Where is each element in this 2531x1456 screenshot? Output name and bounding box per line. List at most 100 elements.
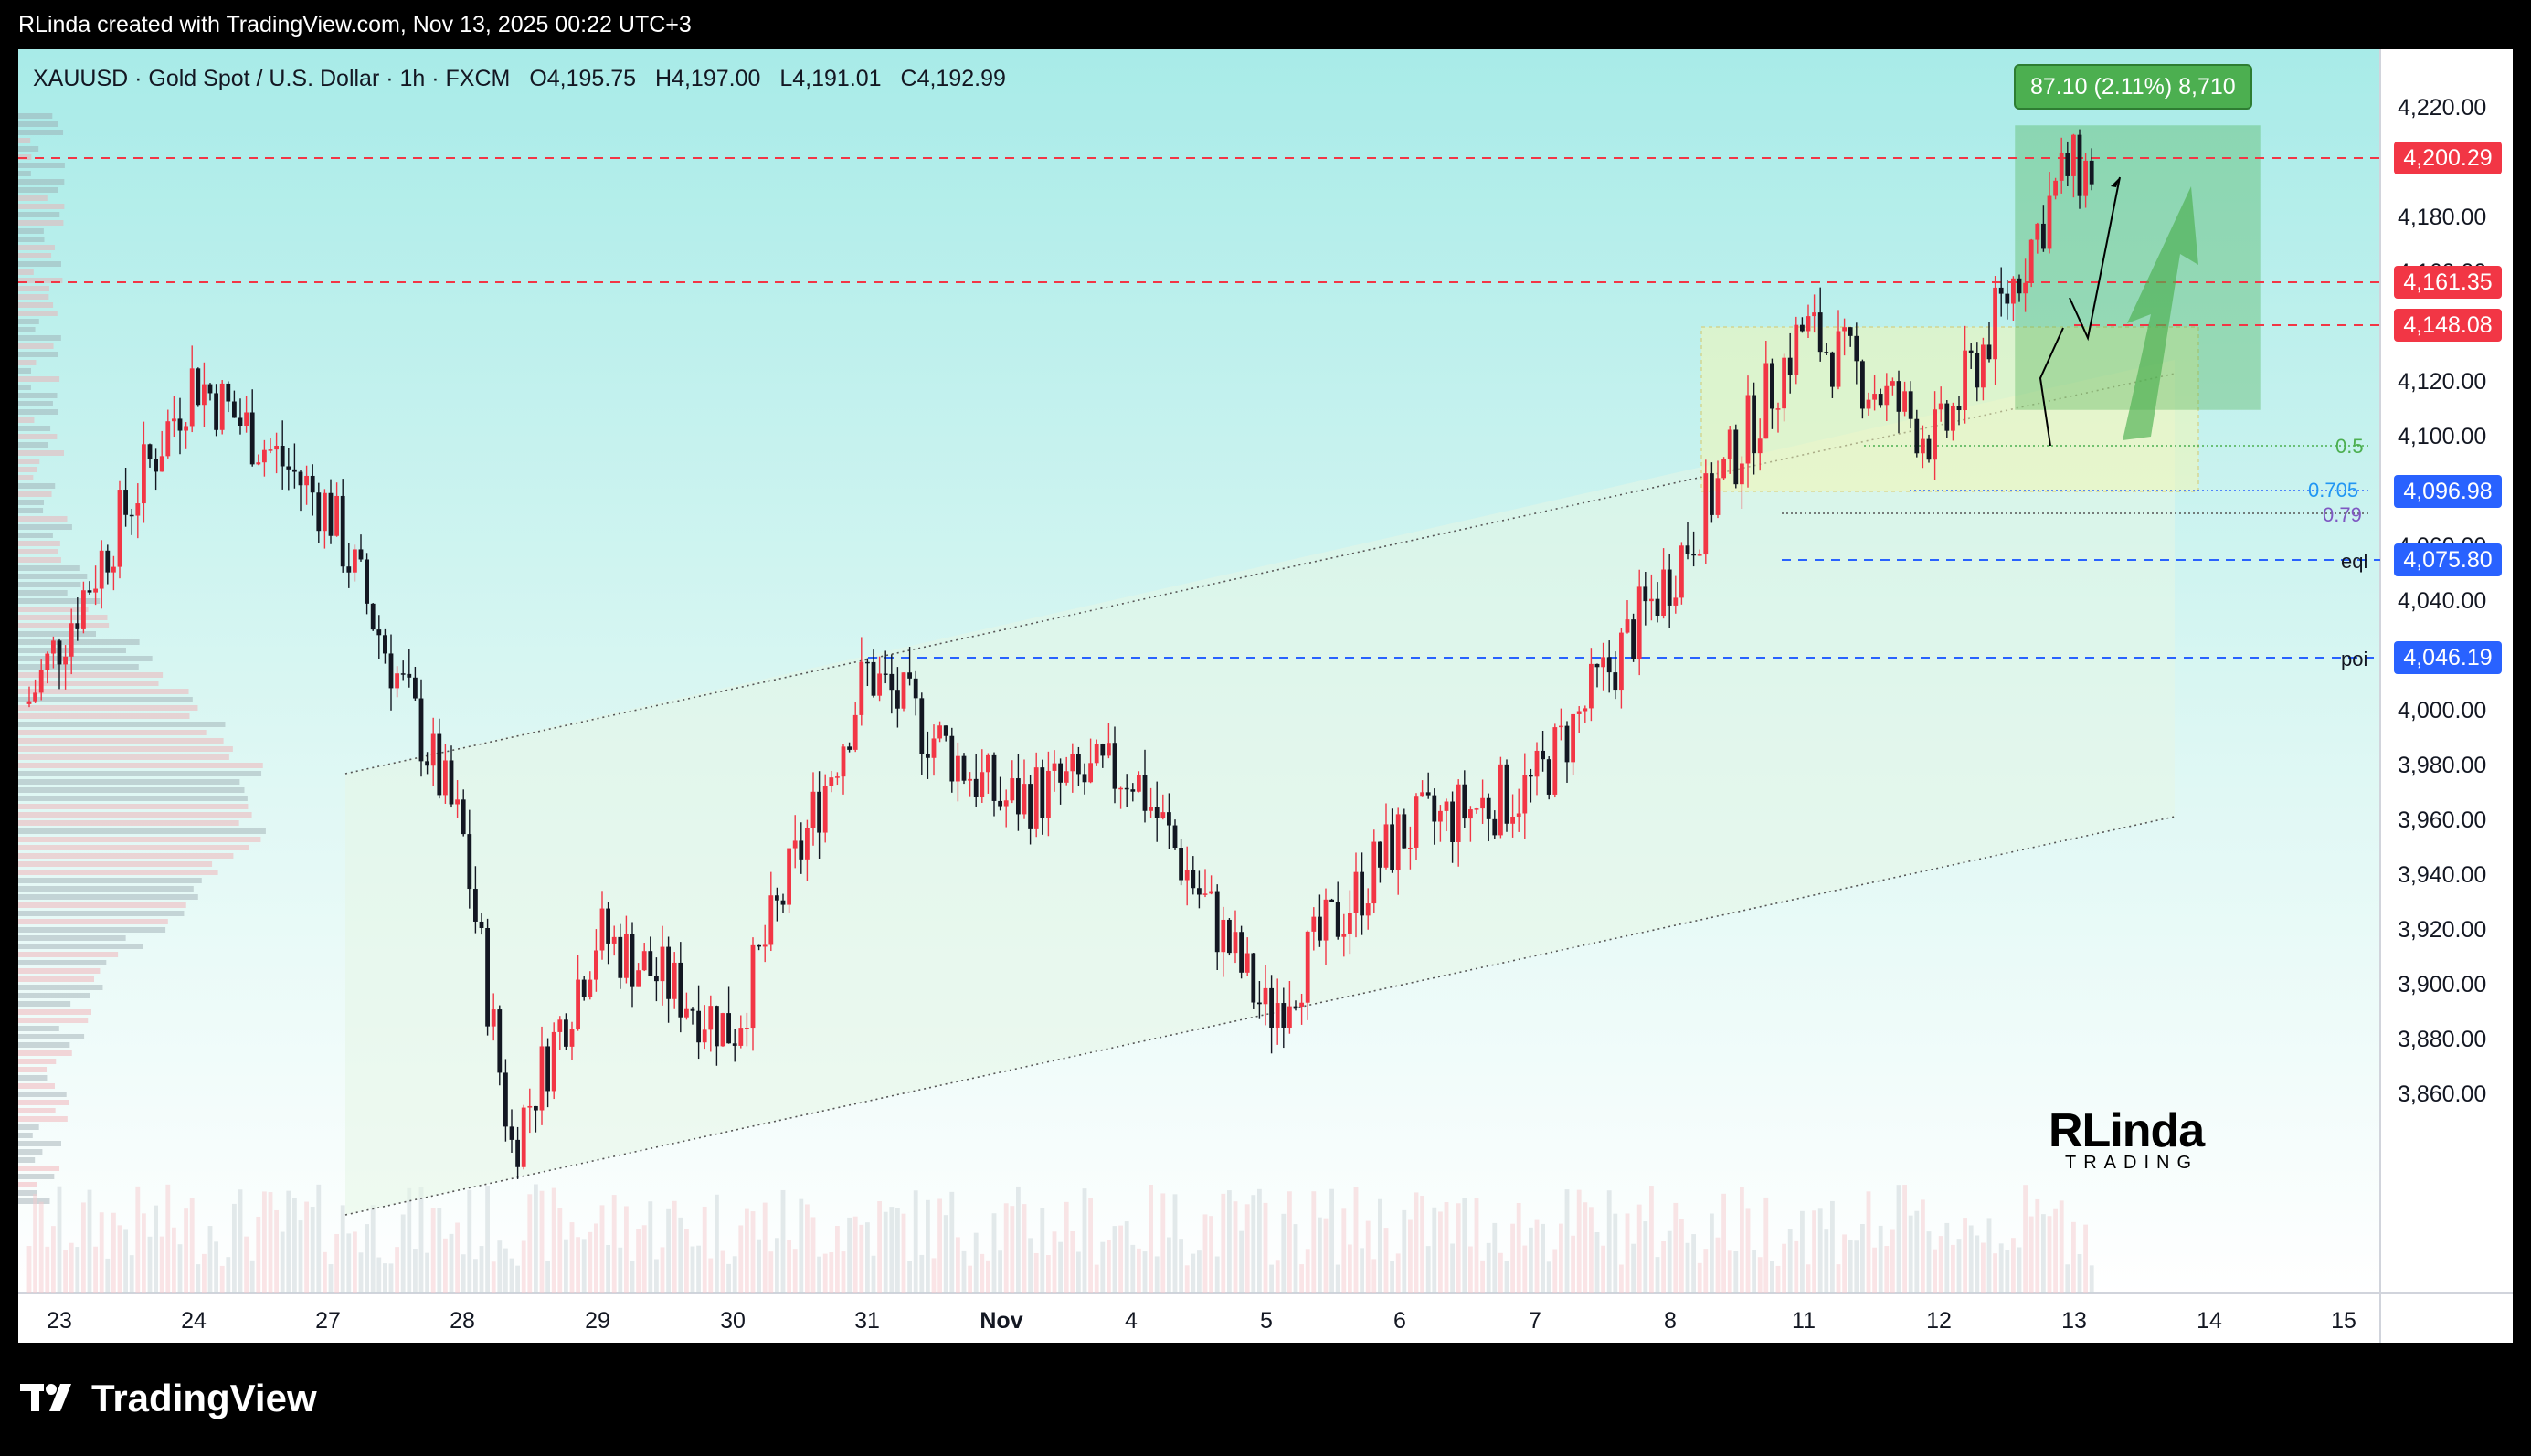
candle-body <box>1263 987 1268 1005</box>
projection-path-b <box>2069 176 2121 342</box>
candle-body <box>154 459 158 472</box>
candle-body <box>1329 899 1334 902</box>
candle-body <box>1010 778 1015 801</box>
volume-bar <box>702 1206 707 1293</box>
volume-bar <box>1914 1210 1920 1293</box>
tradingview-logo-text: TradingView <box>91 1377 317 1419</box>
measure-label[interactable]: 87.10 (2.11%) 8,710 <box>2014 64 2252 110</box>
candle-body <box>1257 1002 1262 1005</box>
candle-body <box>1830 352 1835 387</box>
candle-body <box>1787 357 1793 375</box>
candle-body <box>1058 763 1063 783</box>
volume-profile-row <box>18 722 226 727</box>
volume-bar <box>1800 1210 1805 1293</box>
candle-body <box>413 677 418 699</box>
candle-body <box>805 828 810 860</box>
volume-profile-row <box>18 450 64 456</box>
candle-body <box>1757 438 1763 454</box>
symbol-name[interactable]: XAUUSD · Gold Spot / U.S. Dollar · 1h · … <box>33 66 511 91</box>
candle-body <box>1016 778 1021 815</box>
volume-bar <box>1450 1243 1455 1293</box>
volume-bar <box>1546 1261 1551 1293</box>
volume-profile-row <box>18 113 53 119</box>
volume-bar <box>666 1208 671 1293</box>
chart-pane[interactable]: XAUUSD · Gold Spot / U.S. Dollar · 1h · … <box>18 49 2513 1343</box>
volume-bar <box>1088 1198 1093 1293</box>
tradingview-logo[interactable]: TradingView <box>20 1373 317 1424</box>
volume-profile-row <box>18 1108 56 1113</box>
chart-canvas[interactable] <box>18 49 2513 1343</box>
candle-body <box>666 946 671 999</box>
price-axis-tick: 3,900.00 <box>2398 972 2487 997</box>
volume-bar <box>323 1251 327 1293</box>
candle-body <box>1293 1006 1298 1008</box>
volume-bar <box>1360 1248 1364 1293</box>
candle-body <box>841 746 846 777</box>
candle-body <box>750 944 756 1029</box>
volume-bar <box>1571 1235 1575 1293</box>
candle-body <box>913 678 918 699</box>
price-axis-tick: 4,180.00 <box>2398 205 2487 230</box>
volume-bar <box>1221 1193 1226 1293</box>
volume-profile-row <box>18 787 245 793</box>
volume-bar <box>1926 1231 1932 1293</box>
volume-bar <box>1239 1230 1244 1293</box>
footer-bar <box>0 1343 2531 1456</box>
volume-bar <box>956 1237 960 1293</box>
candle-body <box>1383 824 1389 868</box>
candle-body <box>1480 797 1485 809</box>
volume-bar <box>1275 1260 1280 1293</box>
volume-bar <box>1480 1260 1485 1293</box>
candle-body <box>1890 381 1895 386</box>
candle-body <box>1214 891 1220 953</box>
candle-body <box>38 670 44 693</box>
candle-body <box>280 446 285 467</box>
candle-body <box>418 698 424 762</box>
volume-bar <box>57 1186 62 1293</box>
candle-body <box>1770 363 1774 409</box>
volume-bar <box>1172 1194 1178 1293</box>
volume-bar <box>534 1184 538 1293</box>
volume-bar <box>334 1233 339 1293</box>
volume-bar <box>877 1201 882 1293</box>
volume-profile-row <box>18 401 53 406</box>
volume-bar <box>214 1241 218 1293</box>
volume-bar <box>2005 1250 2010 1293</box>
volume-profile-row <box>18 1166 60 1171</box>
volume-bar <box>1667 1230 1672 1293</box>
candle-body <box>1341 934 1347 937</box>
candle-body <box>1130 789 1136 792</box>
candle-body <box>1112 743 1117 789</box>
candle-body <box>1492 818 1498 836</box>
volume-profile-row <box>18 204 65 209</box>
volume-bar <box>2083 1224 2088 1293</box>
volume-bar <box>1673 1202 1679 1293</box>
volume-profile-row <box>18 1141 62 1146</box>
candle-body <box>1516 813 1521 818</box>
candle-body <box>961 755 967 781</box>
volume-profile-row <box>18 861 213 867</box>
volume-bar <box>1655 1257 1660 1293</box>
volume-bar <box>2035 1198 2040 1293</box>
volume-bar <box>1142 1251 1148 1293</box>
volume-profile-row <box>18 1009 92 1015</box>
candle-body <box>1239 932 1244 973</box>
volume-bar <box>1269 1264 1274 1293</box>
candle-body <box>1914 418 1920 454</box>
volume-bar <box>1371 1259 1377 1293</box>
candle-body <box>852 714 858 750</box>
volume-bar <box>1184 1265 1190 1293</box>
candle-body <box>1425 792 1431 796</box>
candle-body <box>1142 775 1148 811</box>
volume-profile-row <box>18 1050 72 1056</box>
candle-body <box>1305 931 1310 1003</box>
volume-bar <box>232 1203 237 1293</box>
candle-body <box>1003 800 1009 807</box>
volume-bar <box>189 1198 195 1293</box>
volume-bar <box>1812 1210 1816 1293</box>
volume-profile-row <box>18 121 58 127</box>
volume-bar <box>599 1205 605 1293</box>
candle-body <box>1993 287 1997 360</box>
volume-profile-row <box>18 853 234 859</box>
candle-body <box>895 690 900 709</box>
